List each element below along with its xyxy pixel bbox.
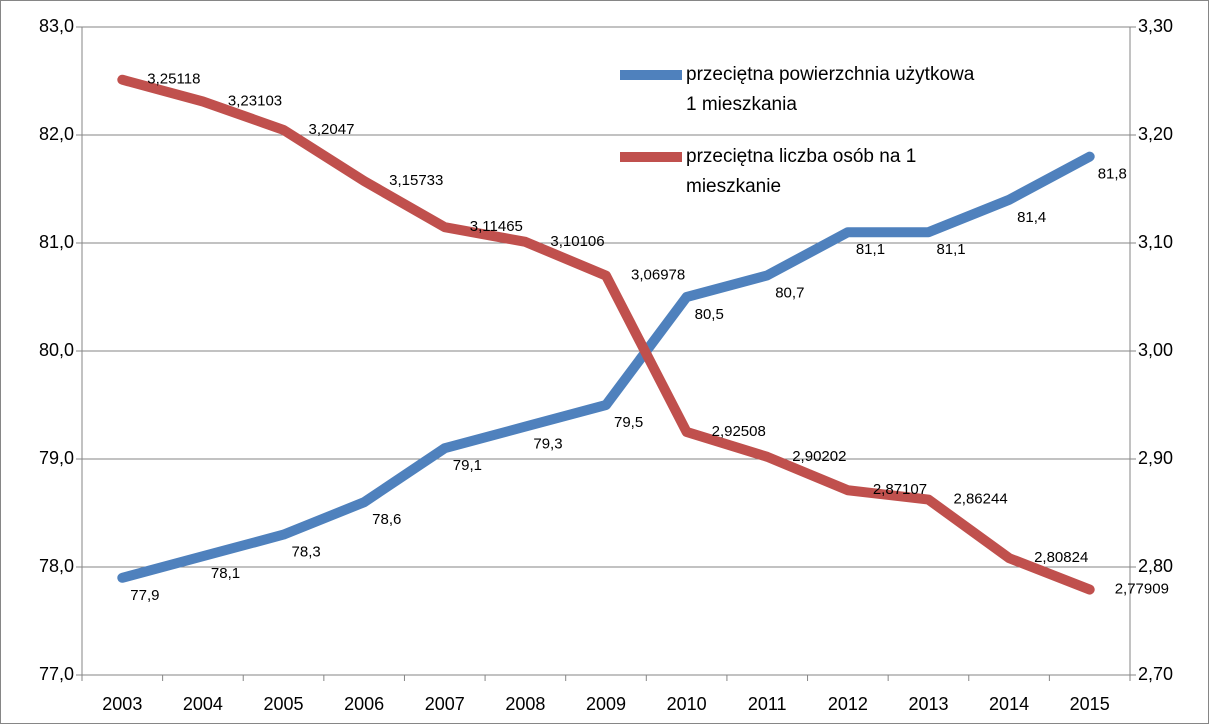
x-tick-label: 2007: [425, 694, 465, 714]
legend-label: przeciętna liczba osób na 1 mieszkanie: [686, 146, 917, 197]
x-tick-label: 2009: [586, 694, 626, 714]
data-label: 79,1: [453, 457, 482, 474]
y-tick-label: 78,0: [39, 556, 74, 576]
data-label: 3,25118: [147, 71, 200, 88]
y-tick-label: 79,0: [39, 448, 74, 468]
data-label: 2,87107: [873, 481, 927, 498]
x-tick-label: 2004: [183, 694, 223, 714]
y2-tick-label: 3,30: [1138, 16, 1173, 36]
data-label: 2,80824: [1034, 549, 1088, 566]
data-label: 2,86244: [953, 491, 1007, 508]
y-tick-label: 81,0: [39, 232, 74, 252]
x-tick-label: 2005: [264, 694, 304, 714]
x-tick-label: 2006: [344, 694, 384, 714]
data-label: 79,3: [533, 436, 562, 453]
data-label: 3,11465: [470, 218, 523, 235]
data-label: 78,3: [292, 544, 321, 561]
data-label: 3,15733: [389, 172, 443, 189]
y2-tick-label: 3,20: [1138, 124, 1173, 144]
data-label: 78,1: [211, 565, 240, 582]
y-tick-label: 77,0: [39, 664, 74, 684]
y2-tick-label: 2,70: [1138, 664, 1173, 684]
x-tick-label: 2014: [989, 694, 1029, 714]
y-tick-label: 83,0: [39, 16, 74, 36]
data-label: 81,8: [1098, 166, 1127, 183]
data-label: 81,1: [936, 241, 965, 258]
x-tick-label: 2008: [505, 694, 545, 714]
series-line: [117, 151, 1095, 583]
data-label: 2,77909: [1115, 581, 1169, 598]
data-label: 80,7: [775, 284, 804, 301]
data-label: 79,5: [614, 414, 643, 431]
data-label: 78,6: [372, 511, 401, 528]
data-label: 3,10106: [550, 233, 604, 250]
data-label: 3,23103: [228, 92, 282, 109]
x-tick-label: 2012: [828, 694, 868, 714]
y-tick-label: 80,0: [39, 340, 74, 360]
x-tick-label: 2010: [667, 694, 707, 714]
data-label: 2,90202: [792, 448, 846, 465]
legend-label: przeciętna powierzchnia użytkowa 1 miesz…: [686, 64, 975, 115]
data-label: 81,4: [1017, 209, 1046, 226]
data-label: 2,92508: [712, 423, 766, 440]
y2-tick-label: 2,80: [1138, 556, 1173, 576]
x-tick-label: 2003: [102, 694, 142, 714]
x-tick-label: 2015: [1070, 694, 1110, 714]
data-label: 3,2047: [309, 121, 355, 138]
series-line: [117, 74, 1095, 595]
y2-tick-label: 2,90: [1138, 448, 1173, 468]
x-tick-label: 2011: [748, 694, 787, 714]
y2-tick-label: 3,10: [1138, 232, 1173, 252]
data-label: 77,9: [130, 587, 159, 604]
data-label: 81,1: [856, 241, 885, 258]
y-tick-label: 82,0: [39, 124, 74, 144]
y2-tick-label: 3,00: [1138, 340, 1173, 360]
x-tick-label: 2013: [908, 694, 948, 714]
data-label: 80,5: [695, 306, 724, 323]
data-label: 3,06978: [631, 267, 685, 284]
